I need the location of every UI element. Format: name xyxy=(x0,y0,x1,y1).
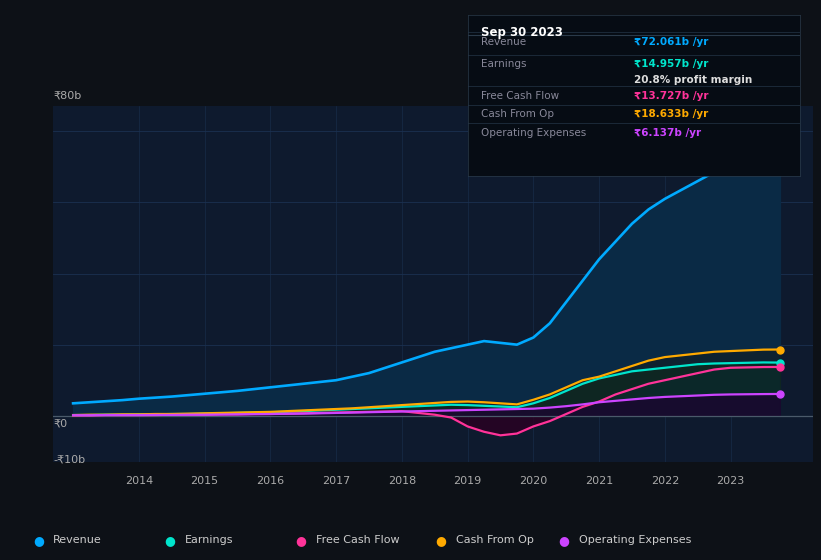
Text: Earnings: Earnings xyxy=(481,59,527,69)
Text: 2018: 2018 xyxy=(388,476,416,486)
Text: 20.8% profit margin: 20.8% profit margin xyxy=(635,74,753,85)
Text: ₹0: ₹0 xyxy=(53,418,67,428)
Text: 2022: 2022 xyxy=(651,476,679,486)
Text: ●: ● xyxy=(164,534,175,547)
Text: ●: ● xyxy=(296,534,306,547)
Text: Revenue: Revenue xyxy=(481,37,526,46)
Text: Earnings: Earnings xyxy=(185,535,233,545)
Text: 2014: 2014 xyxy=(125,476,153,486)
Text: Sep 30 2023: Sep 30 2023 xyxy=(481,26,563,39)
Text: Free Cash Flow: Free Cash Flow xyxy=(481,91,559,101)
Text: ₹80b: ₹80b xyxy=(53,91,81,101)
Text: -₹10b: -₹10b xyxy=(53,454,85,464)
Text: 2015: 2015 xyxy=(190,476,218,486)
Text: 2017: 2017 xyxy=(322,476,351,486)
Text: ₹14.957b /yr: ₹14.957b /yr xyxy=(635,59,709,69)
Text: ₹13.727b /yr: ₹13.727b /yr xyxy=(635,91,709,101)
Text: ₹18.633b /yr: ₹18.633b /yr xyxy=(635,109,709,119)
Text: ₹72.061b /yr: ₹72.061b /yr xyxy=(635,37,709,46)
Text: 2016: 2016 xyxy=(256,476,284,486)
Text: Cash From Op: Cash From Op xyxy=(481,109,554,119)
Text: Operating Expenses: Operating Expenses xyxy=(481,128,586,138)
Text: 2021: 2021 xyxy=(585,476,613,486)
Text: Revenue: Revenue xyxy=(53,535,102,545)
Text: 2020: 2020 xyxy=(519,476,548,486)
Text: Free Cash Flow: Free Cash Flow xyxy=(316,535,400,545)
Text: ●: ● xyxy=(435,534,446,547)
Text: ●: ● xyxy=(558,534,569,547)
Text: Operating Expenses: Operating Expenses xyxy=(579,535,691,545)
Text: ●: ● xyxy=(33,534,44,547)
Text: Cash From Op: Cash From Op xyxy=(456,535,534,545)
Text: 2023: 2023 xyxy=(717,476,745,486)
Text: ₹6.137b /yr: ₹6.137b /yr xyxy=(635,128,701,138)
Text: 2019: 2019 xyxy=(453,476,482,486)
